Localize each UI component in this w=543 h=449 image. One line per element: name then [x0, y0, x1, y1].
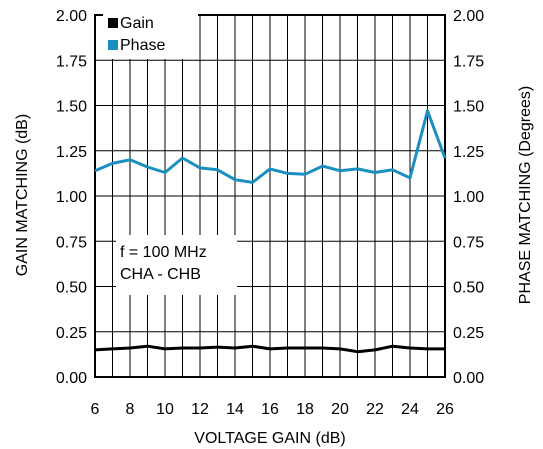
- y-tick-label-left: 1.75: [56, 53, 87, 70]
- y-axis-title-left: GAIN MATCHING (dB): [14, 114, 31, 276]
- y-tick-label-right: 0.00: [453, 370, 484, 387]
- legend-label-gain: Gain: [120, 15, 154, 32]
- gridlines: [95, 15, 445, 377]
- legend-swatch-gain: [108, 18, 118, 28]
- x-tick-label: 8: [126, 401, 135, 418]
- y-tick-label-right: 0.75: [453, 234, 484, 251]
- x-tick-label: 12: [191, 401, 209, 418]
- left-tick-labels: 0.00 0.25 0.50 0.75 1.00 1.25 1.50 1.75 2.00: [56, 8, 87, 387]
- x-tick-label: 24: [401, 401, 419, 418]
- right-tick-labels: 0.00 0.25 0.50 0.75 1.00 1.25 1.50 1.75 2.00: [453, 8, 484, 387]
- annotation-box: f = 100 MHz CHA - CHB: [116, 235, 237, 295]
- series-layer: [94, 109, 447, 354]
- x-tick-label: 14: [226, 401, 244, 418]
- legend-swatch-phase: [108, 40, 118, 50]
- y-axis-title-right: PHASE MATCHING (Degrees): [517, 86, 534, 304]
- y-tick-label-left: 1.00: [56, 189, 87, 206]
- x-tick-label: 18: [296, 401, 314, 418]
- y-tick-label-left: 0.00: [56, 370, 87, 387]
- legend-label-phase: Phase: [120, 37, 165, 54]
- x-tick-label: 22: [366, 401, 384, 418]
- y-tick-label-right: 2.00: [453, 8, 484, 25]
- annotation-background: [116, 235, 237, 295]
- y-tick-label-right: 0.25: [453, 325, 484, 342]
- x-tick-label: 16: [261, 401, 279, 418]
- y-tick-label-left: 0.75: [56, 234, 87, 251]
- x-tick-label: 6: [91, 401, 100, 418]
- annotation-channels: CHA - CHB: [120, 266, 201, 283]
- x-tick-label: 20: [331, 401, 349, 418]
- legend-background: [103, 8, 198, 59]
- y-tick-label-right: 1.25: [453, 144, 484, 161]
- x-tick-label: 26: [436, 401, 454, 418]
- y-tick-label-right: 1.75: [453, 53, 484, 70]
- annotation-frequency: f = 100 MHz: [120, 244, 207, 261]
- series-line-gain: [94, 344, 445, 354]
- y-tick-label-left: 0.50: [56, 280, 87, 297]
- y-tick-label-left: 1.25: [56, 144, 87, 161]
- x-tick-label: 10: [156, 401, 174, 418]
- y-tick-label-right: 1.50: [453, 99, 484, 116]
- y-tick-label-right: 1.00: [453, 189, 484, 206]
- y-tick-label-right: 0.50: [453, 280, 484, 297]
- y-tick-label-left: 1.50: [56, 99, 87, 116]
- y-tick-label-left: 2.00: [56, 8, 87, 25]
- series-line-phase: [94, 109, 447, 184]
- x-tick-labels: 6 8 10 12 14 16 18 20 22 24 26: [91, 401, 454, 418]
- legend: Gain Phase: [103, 8, 198, 59]
- y-tick-label-left: 0.25: [56, 325, 87, 342]
- plot-frame: [94, 14, 446, 378]
- x-axis-title: VOLTAGE GAIN (dB): [194, 430, 345, 447]
